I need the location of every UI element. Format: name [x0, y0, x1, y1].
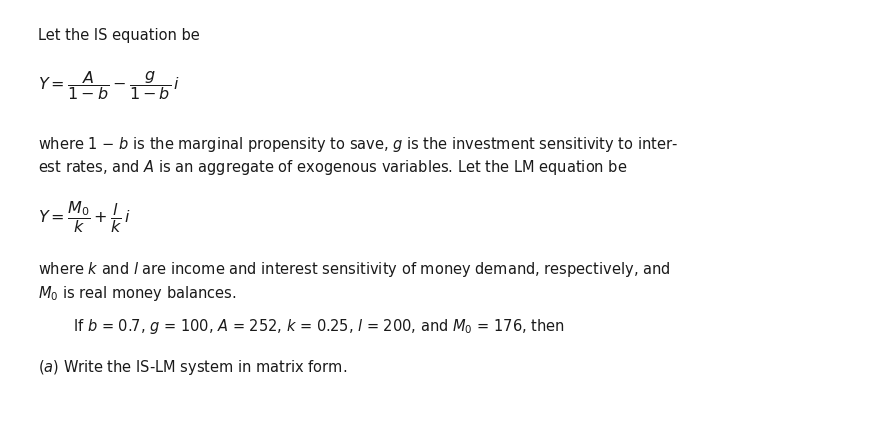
Text: Let the IS equation be: Let the IS equation be: [38, 28, 199, 43]
Text: $Y = \dfrac{M_0}{k} + \dfrac{l}{k}\,i$: $Y = \dfrac{M_0}{k} + \dfrac{l}{k}\,i$: [38, 200, 131, 235]
Text: where $k$ and $l$ are income and interest sensitivity of money demand, respectiv: where $k$ and $l$ are income and interes…: [38, 260, 670, 279]
Text: If $b$ = 0.7, $g$ = 100, $A$ = 252, $k$ = 0.25, $l$ = 200, and $M_0$ = 176, then: If $b$ = 0.7, $g$ = 100, $A$ = 252, $k$ …: [73, 317, 565, 336]
Text: $M_0$ is real money balances.: $M_0$ is real money balances.: [38, 284, 236, 303]
Text: est rates, and $A$ is an aggregate of exogenous variables. Let the LM equation b: est rates, and $A$ is an aggregate of ex…: [38, 158, 627, 178]
Text: where 1 − $b$ is the marginal propensity to save, $g$ is the investment sensitiv: where 1 − $b$ is the marginal propensity…: [38, 135, 678, 154]
Text: $Y = \dfrac{A}{1-b} - \dfrac{g}{1-b}\,i$: $Y = \dfrac{A}{1-b} - \dfrac{g}{1-b}\,i$: [38, 69, 180, 102]
Text: ($a$) Write the IS-LM system in matrix form.: ($a$) Write the IS-LM system in matrix f…: [38, 358, 347, 377]
